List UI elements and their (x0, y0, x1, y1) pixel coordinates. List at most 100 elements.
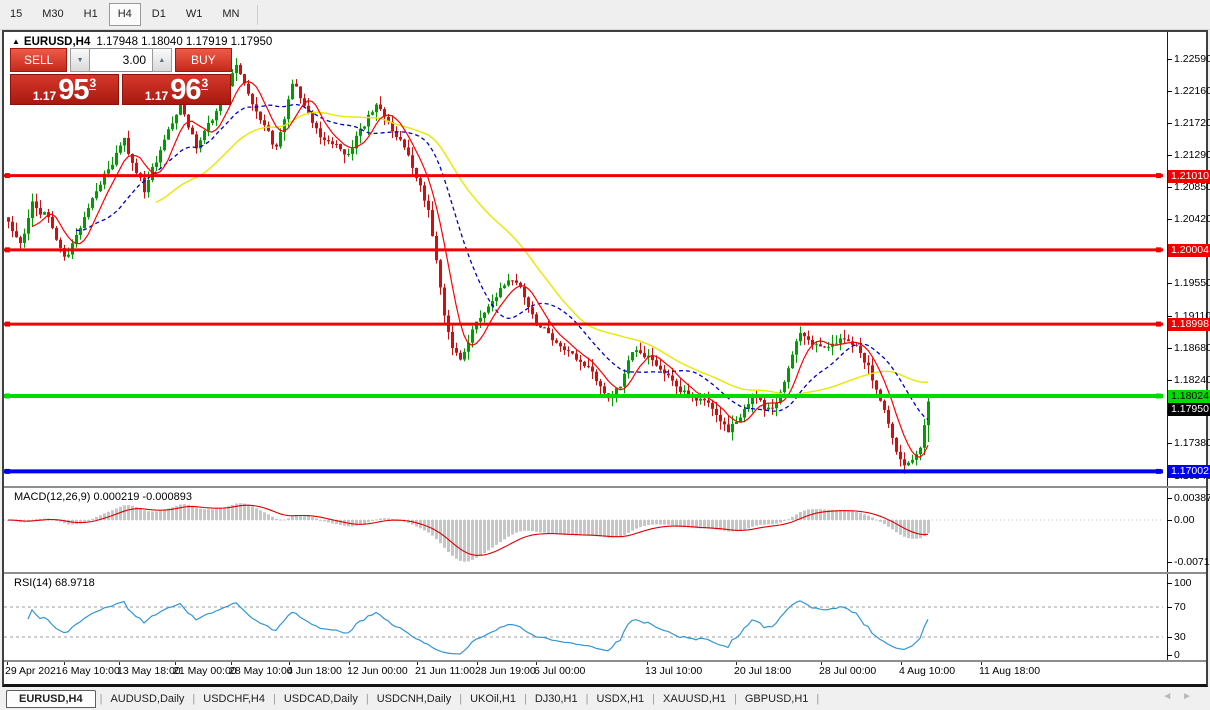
tab-separator: | (816, 692, 820, 705)
tab-usdcad-daily[interactable]: USDCAD,Daily (283, 692, 358, 705)
time-label: 4 Aug 10:00 (899, 665, 956, 677)
moving-averages-group (31, 80, 929, 458)
buy-price-display[interactable]: 1.17 96 3 (122, 74, 231, 105)
time-label: 12 Jun 00:00 (347, 665, 408, 677)
timeframe-button-w1[interactable]: W1 (185, 8, 203, 20)
time-tick (7, 661, 8, 665)
time-tick (417, 661, 418, 665)
pane-splitter-rsi[interactable] (4, 572, 1206, 574)
price-tick-label: 1.21720 (1174, 117, 1210, 129)
current-price-badge: 1.17950 (1168, 403, 1210, 416)
volume-decrease-button[interactable]: ▼ (70, 48, 90, 72)
rsi-group (4, 600, 1163, 655)
price-tick (1167, 283, 1172, 284)
price-tick (1167, 59, 1172, 60)
price-level-badge-1.20004: 1.20004 (1168, 244, 1210, 257)
price-tick-label: 1.22160 (1174, 85, 1210, 97)
time-label: 28 Jul 00:00 (819, 665, 877, 677)
timeframe-button-mn[interactable]: MN (222, 8, 240, 20)
tab-separator: | (273, 692, 276, 705)
price-tick-label: 1.19550 (1174, 277, 1210, 289)
time-tick (119, 661, 120, 665)
tab-ukoil-h1[interactable]: UKOil,H1 (470, 692, 516, 705)
macd-indicator-label: MACD(12,26,9) 0.000219 -0.000893 (14, 491, 192, 503)
pane-splitter-timeaxis (4, 660, 1206, 662)
tab-audusd-daily[interactable]: AUDUSD,Daily (110, 692, 185, 705)
macd-axis-label: 0.003873 (1174, 492, 1210, 504)
volume-increase-button[interactable]: ▲ (152, 48, 172, 72)
price-level-badge-1.18024: 1.18024 (1168, 390, 1210, 403)
tab-xauusd-h1[interactable]: XAUUSD,H1 (663, 692, 726, 705)
tab-usdchf-h4[interactable]: USDCHF,H4 (203, 692, 265, 705)
timeframe-button-15[interactable]: 15 (10, 8, 23, 20)
price-level-badge-1.21010: 1.21010 (1168, 170, 1210, 183)
rsi-axis-label: 70 (1174, 601, 1186, 613)
tab-eurusd-h4[interactable]: EURUSD,H4 (6, 689, 96, 708)
macd-axis-label: -0.00719 (1174, 556, 1210, 568)
price-tick-label: 1.18680 (1174, 342, 1210, 354)
macd-axis-label: 0.00 (1174, 514, 1195, 526)
rsi-indicator-label: RSI(14) 68.9718 (14, 577, 95, 589)
sell-button[interactable]: SELL (10, 48, 68, 72)
pane-splitter-macd[interactable] (4, 486, 1206, 488)
time-label: 11 Aug 18:00 (979, 665, 1041, 677)
time-tick (175, 661, 176, 665)
time-tick (231, 661, 232, 665)
price-tick (1167, 187, 1172, 188)
tab-usdcnh-daily[interactable]: USDCNH,Daily (376, 692, 452, 705)
price-level-badge-1.17002: 1.17002 (1168, 465, 1210, 478)
price-tick (1167, 155, 1172, 156)
macd-group (4, 503, 1163, 562)
horizontal-lines-group (4, 173, 1163, 474)
time-label: 20 Jul 18:00 (734, 665, 792, 677)
tab-separator: | (365, 692, 369, 705)
price-tick-label: 1.20420 (1174, 213, 1210, 225)
rsi-axis-label: 0 (1174, 649, 1180, 661)
price-tick (1167, 219, 1172, 220)
rsi-axis-tick (1167, 655, 1172, 656)
tab-separator: | (192, 692, 196, 705)
tab-gbpusd-h1[interactable]: GBPUSD,H1 (744, 692, 809, 705)
tab-scroll-buttons: ◄► (1162, 691, 1202, 702)
price-display-row: 1.17 95 3 1.17 96 3 (10, 74, 232, 105)
sell-price-pipette: 3 (89, 76, 97, 90)
timeframe-button-d1[interactable]: D1 (151, 8, 166, 20)
time-label: 13 May 18:00 (117, 665, 181, 677)
tab-separator: | (99, 692, 103, 705)
sell-price-display[interactable]: 1.17 95 3 (10, 74, 119, 105)
time-label: 4 Jun 18:00 (287, 665, 342, 677)
time-tick (477, 661, 478, 665)
price-tick (1167, 348, 1172, 349)
timeframe-button-h1[interactable]: H1 (83, 8, 98, 20)
tab-scroll-right-button[interactable]: ► (1182, 691, 1202, 702)
one-click-trading-panel: SELL ▼ ▲ BUY 1.17 95 3 1.17 96 3 (10, 48, 232, 105)
price-chart[interactable] (4, 32, 1167, 662)
tab-dj30-h1[interactable]: DJ30,H1 (534, 692, 578, 705)
price-tick (1167, 443, 1172, 444)
rsi-axis-label: 30 (1174, 631, 1186, 643)
rsi-axis-tick (1167, 607, 1172, 608)
tab-separator: | (733, 692, 737, 705)
tab-scroll-left-button[interactable]: ◄ (1162, 691, 1183, 702)
timeframe-button-h4[interactable]: H4 (108, 3, 141, 26)
price-axis-border (1167, 32, 1168, 660)
rsi-axis-tick (1167, 583, 1172, 584)
sell-price-big: 95 (58, 74, 89, 106)
one-click-collapse-icon[interactable]: ▲ (12, 37, 20, 46)
tab-separator: | (459, 692, 463, 705)
price-tick (1167, 91, 1172, 92)
time-tick (901, 661, 902, 665)
price-tick (1167, 123, 1172, 124)
timeframe-button-m30[interactable]: M30 (42, 8, 64, 20)
buy-button[interactable]: BUY (174, 48, 232, 72)
time-tick (349, 661, 350, 665)
price-tick-label: 1.20850 (1174, 181, 1210, 193)
buy-price-prefix: 1.17 (144, 89, 169, 103)
volume-input[interactable] (90, 48, 152, 72)
time-tick (536, 661, 537, 665)
time-label: 28 Jun 19:00 (475, 665, 536, 677)
tab-usdx-h1[interactable]: USDX,H1 (596, 692, 645, 705)
macd-axis-tick (1167, 520, 1172, 521)
chart-window: ▲ EURUSD,H4 1.17948 1.18040 1.17919 1.1795… (2, 30, 1210, 687)
